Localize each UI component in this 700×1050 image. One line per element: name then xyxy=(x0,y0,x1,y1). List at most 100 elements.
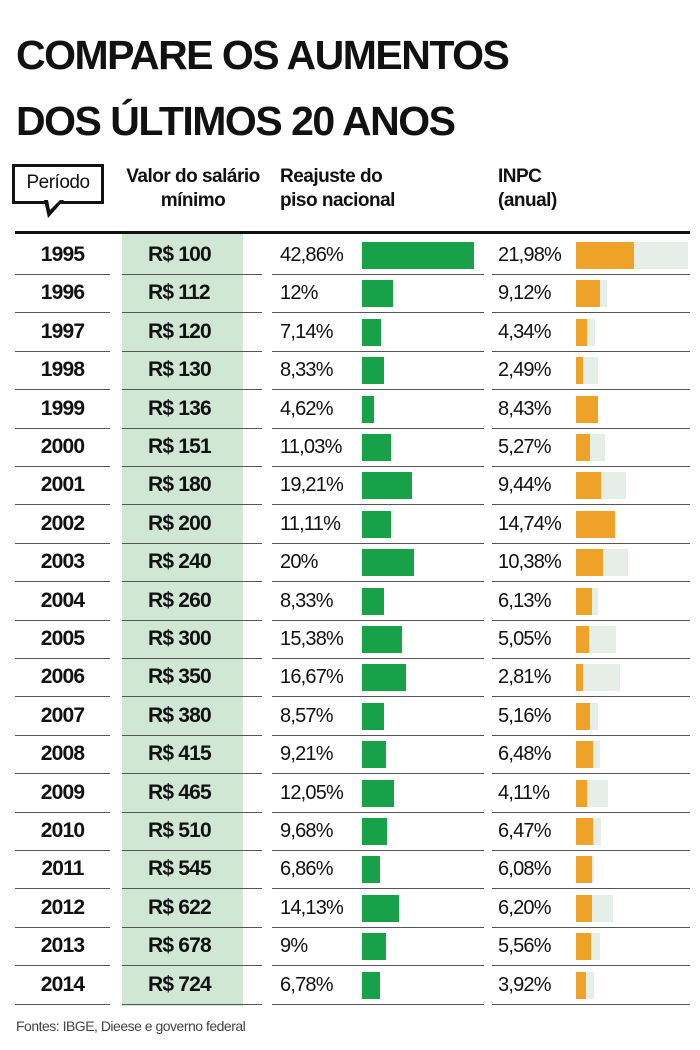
row-rule xyxy=(122,312,262,314)
inpc-label: 4,11% xyxy=(498,781,550,804)
bar xyxy=(362,894,400,922)
salary: R$ 465 xyxy=(148,780,212,804)
row-rule xyxy=(272,350,484,352)
bar xyxy=(362,702,385,730)
bar xyxy=(362,856,380,884)
row-rule xyxy=(272,619,484,621)
row-rule xyxy=(492,273,690,275)
row-rule xyxy=(272,888,484,890)
inpc-label: 9,44% xyxy=(498,474,552,497)
bar xyxy=(362,357,384,385)
salary: R$ 380 xyxy=(148,703,212,727)
row-rule xyxy=(492,427,690,429)
row-rule xyxy=(15,350,110,352)
row-rule xyxy=(122,657,262,659)
reajuste-label: 14,13% xyxy=(280,896,344,919)
row-rule xyxy=(122,350,262,352)
row-rule xyxy=(492,581,690,583)
row-rule xyxy=(122,465,262,467)
row-rule xyxy=(122,926,262,928)
row-rule xyxy=(122,389,262,391)
row-rule xyxy=(272,696,484,698)
reajuste-label: 12,05% xyxy=(280,781,344,804)
salary: R$ 112 xyxy=(148,281,211,305)
row-rule xyxy=(15,734,110,736)
row-rule xyxy=(15,965,110,967)
inpc-label: 6,48% xyxy=(498,743,552,766)
reajuste-label: 16,67% xyxy=(280,666,344,689)
bar xyxy=(576,971,587,999)
row-rule xyxy=(15,773,110,775)
reajuste-label: 20% xyxy=(280,551,318,574)
salary: R$ 120 xyxy=(148,319,212,343)
bar xyxy=(576,702,590,730)
row-rule xyxy=(492,619,690,621)
row-rule xyxy=(15,1003,110,1005)
year: 2001 xyxy=(40,473,85,497)
row-rule xyxy=(15,427,110,429)
inpc-label: 6,08% xyxy=(498,858,552,881)
salary: R$ 151 xyxy=(148,435,212,458)
bar xyxy=(362,242,475,269)
row-rule xyxy=(272,965,484,967)
inpc-label: 14,74% xyxy=(498,512,562,535)
period-pointer xyxy=(44,200,64,218)
row-rule xyxy=(122,619,262,621)
row-rule xyxy=(15,389,110,391)
year: 2014 xyxy=(40,972,85,996)
reajuste-label: 12% xyxy=(280,282,318,305)
row-rule xyxy=(15,811,110,813)
reajuste-label: 15,38% xyxy=(280,628,344,650)
bar xyxy=(362,510,392,538)
row-rule xyxy=(272,811,484,813)
year: 2003 xyxy=(40,550,85,574)
row-rule xyxy=(272,542,484,544)
reajuste-label: 6,86% xyxy=(280,858,334,881)
reajuste-label: 9,21% xyxy=(280,743,334,766)
year: 2012 xyxy=(40,895,85,919)
inpc-label: 3,92% xyxy=(498,973,552,996)
row-rule xyxy=(122,581,262,583)
inpc-label: 6,13% xyxy=(498,589,552,612)
row-rule xyxy=(492,926,690,928)
row-rule xyxy=(492,312,690,314)
row-rule xyxy=(272,1003,484,1005)
bar xyxy=(362,395,375,423)
bar xyxy=(576,434,590,461)
year: 2004 xyxy=(40,588,85,612)
year: 1999 xyxy=(40,396,85,420)
bar xyxy=(576,549,604,577)
inpc-label: 9,12% xyxy=(498,282,552,305)
row-rule xyxy=(272,273,484,275)
row-rule xyxy=(492,734,690,736)
bar xyxy=(362,818,388,845)
reajuste-label: 8,57% xyxy=(280,704,334,727)
salary: R$ 622 xyxy=(148,895,212,919)
row-rule xyxy=(492,849,690,851)
salary: R$ 300 xyxy=(148,627,212,650)
salary: R$ 130 xyxy=(148,358,212,382)
salary: R$ 260 xyxy=(148,588,212,612)
year: 2010 xyxy=(40,819,85,842)
inpc-label: 5,16% xyxy=(498,704,552,727)
row-rule xyxy=(272,926,484,928)
row-rule xyxy=(492,888,690,890)
bar xyxy=(362,741,387,769)
source: Fontes: IBGE, Dieese e governo federal xyxy=(16,1018,246,1034)
reajuste-label: 42,86% xyxy=(280,244,344,266)
year: 2007 xyxy=(40,703,85,727)
row-rule xyxy=(122,504,262,506)
inpc-label: 8,43% xyxy=(498,397,552,420)
bar xyxy=(576,856,592,884)
bar xyxy=(362,549,415,577)
inpc-label: 10,38% xyxy=(498,551,562,574)
reajuste-label: 11,03% xyxy=(280,436,342,458)
year: 2013 xyxy=(40,934,85,958)
bar xyxy=(576,779,587,807)
row-rule xyxy=(122,1003,262,1005)
column-header: Reajuste do piso nacional xyxy=(280,166,395,211)
bar xyxy=(362,971,380,999)
row-rule xyxy=(15,888,110,890)
row-rule xyxy=(492,773,690,775)
inpc-label: 4,34% xyxy=(498,320,552,343)
